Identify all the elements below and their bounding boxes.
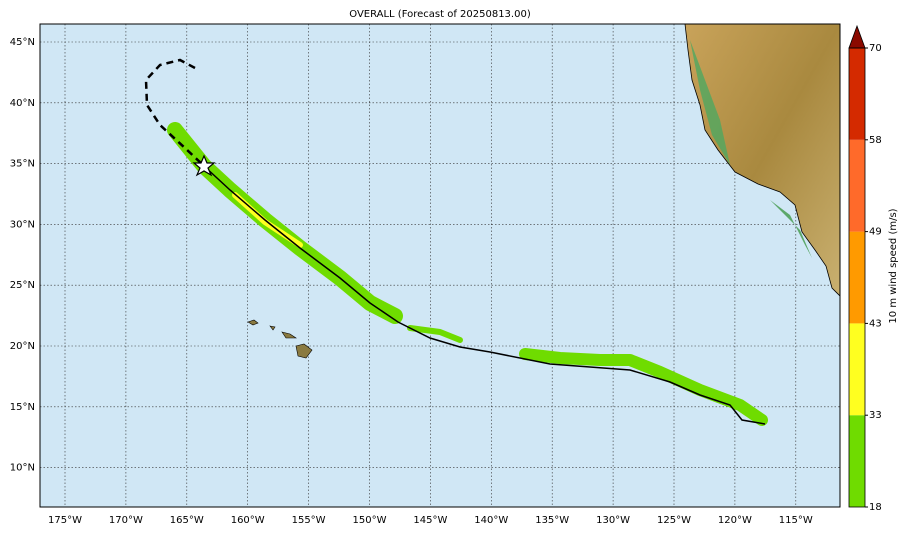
lat-label: 15°N <box>10 402 35 413</box>
lon-label: 145°W <box>413 515 447 526</box>
colorbar-extend <box>848 24 866 49</box>
colorbar-tick-label: 49 <box>869 227 882 238</box>
colorbar-segment <box>849 139 865 232</box>
lat-label: 30°N <box>10 219 35 230</box>
lon-label: 170°W <box>109 515 143 526</box>
map-frame <box>39 23 841 508</box>
lon-label: 130°W <box>596 515 630 526</box>
lon-label: 120°W <box>718 515 752 526</box>
lon-label: 165°W <box>170 515 204 526</box>
lon-label: 140°W <box>474 515 508 526</box>
lon-label: 150°W <box>353 515 387 526</box>
lon-label: 175°W <box>48 515 82 526</box>
colorbar-segment <box>849 48 865 140</box>
lat-label: 20°N <box>10 341 35 352</box>
colorbar-label: 10 m wind speed (m/s) <box>888 208 899 323</box>
lon-label: 125°W <box>657 515 691 526</box>
colorbar-tick-label: 33 <box>869 410 882 421</box>
lon-label: 155°W <box>292 515 326 526</box>
colorbar-tick-label: 18 <box>869 502 882 513</box>
colorbar-segment <box>849 323 865 416</box>
lat-label: 25°N <box>10 280 35 291</box>
colorbar-tick-label: 70 <box>869 43 882 54</box>
colorbar: 18 33 43 49 58 70 10 m wind speed (m/s) <box>848 24 899 513</box>
lat-label: 45°N <box>10 37 35 48</box>
lon-label: 115°W <box>779 515 813 526</box>
lat-label: 10°N <box>10 463 35 474</box>
colorbar-tick-label: 43 <box>869 318 882 329</box>
colorbar-segment <box>849 415 865 507</box>
lat-label: 40°N <box>10 98 35 109</box>
storm-track <box>144 58 766 425</box>
land <box>247 24 840 359</box>
colorbar-tick-label: 58 <box>869 135 882 146</box>
lon-label: 135°W <box>535 515 569 526</box>
graticule <box>40 24 840 507</box>
colorbar-frame <box>848 47 866 508</box>
lat-label: 35°N <box>10 159 35 170</box>
lon-label: 160°W <box>231 515 265 526</box>
map-title: OVERALL (Forecast of 20250813.00) <box>349 9 531 20</box>
colorbar-segment <box>849 231 865 324</box>
